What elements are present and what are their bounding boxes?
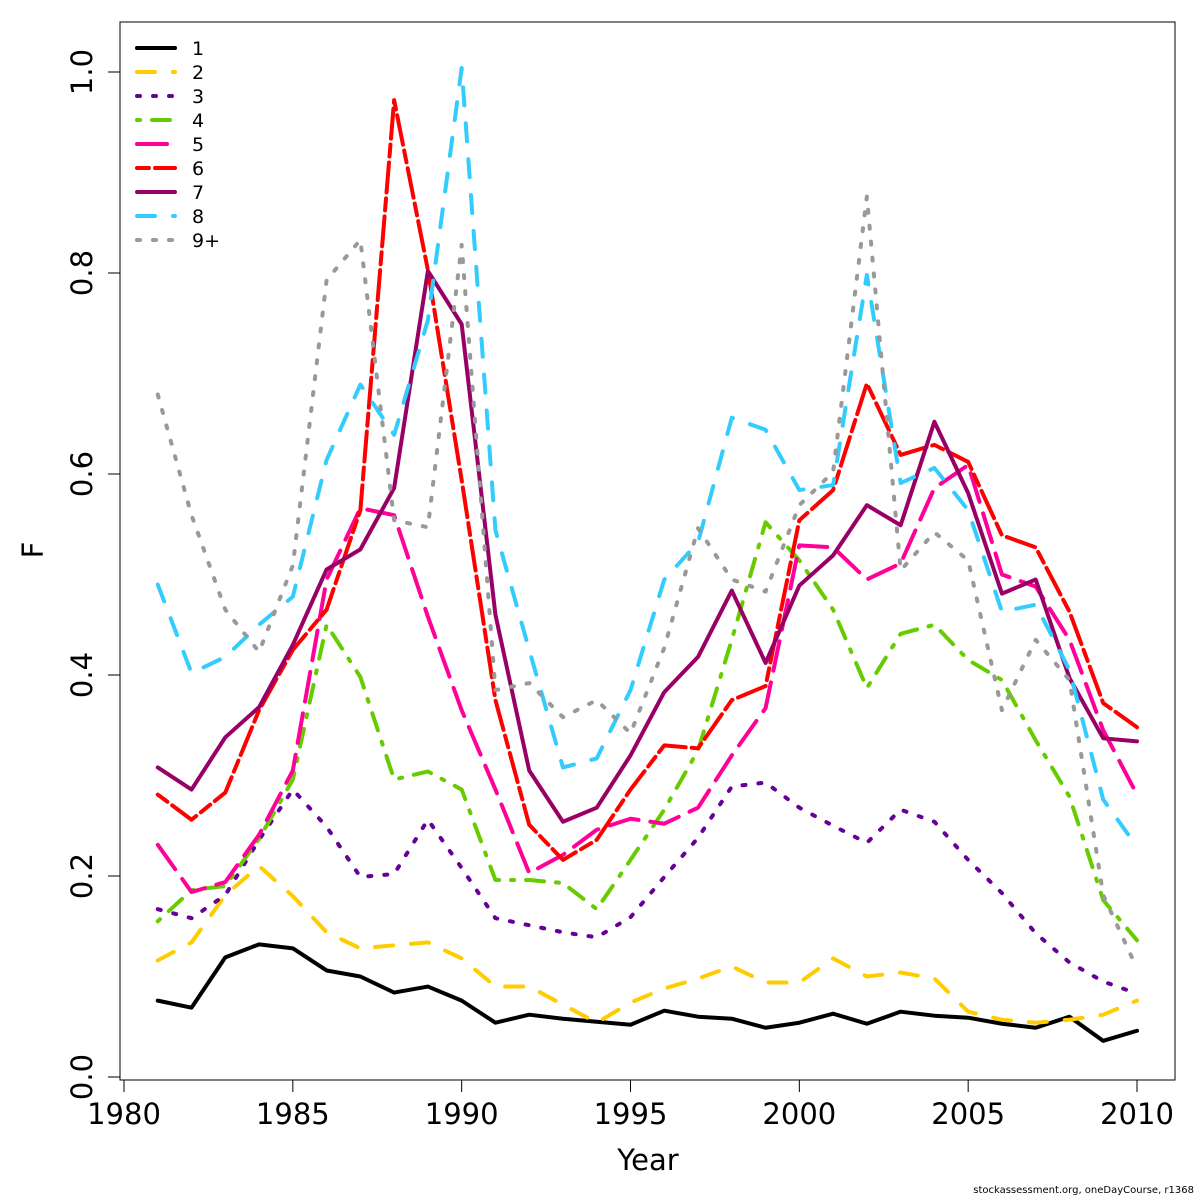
series-line-2: [155, 863, 1139, 1025]
y-tick-label: 0.0: [65, 1054, 99, 1100]
footer-credit: stockassessment.org, oneDayCourse, r1368: [973, 1185, 1194, 1196]
y-tick-label: 0.2: [65, 853, 99, 899]
series-line-6: [155, 98, 1139, 862]
x-tick-label: 1995: [594, 1097, 668, 1131]
series-line-7: [155, 268, 1139, 824]
y-axis-label: F: [16, 542, 50, 559]
x-tick-label: 1990: [425, 1097, 499, 1131]
y-tick-label: 0.4: [65, 652, 99, 698]
x-tick-label: 1980: [87, 1097, 161, 1131]
y-tick-label: 0.6: [65, 451, 99, 497]
y-tick-label: 0.8: [65, 250, 99, 296]
series-line-8: [155, 65, 1139, 849]
x-tick-label: 1985: [256, 1097, 330, 1131]
series-line-3: [155, 780, 1139, 996]
series-line-5: [155, 462, 1139, 895]
series-line-4: [155, 520, 1139, 943]
legend-label: 5: [192, 134, 204, 156]
x-tick-label: 2005: [931, 1097, 1005, 1131]
x-axis-label: Year: [616, 1143, 678, 1177]
x-tick-label: 2010: [1100, 1097, 1174, 1131]
plot-frame: [119, 21, 1176, 1081]
legend-label: 3: [192, 86, 204, 108]
y-tick-label: 1.0: [65, 49, 99, 95]
legend-label: 7: [192, 182, 204, 204]
legend-label: 2: [192, 62, 204, 84]
legend-label: 8: [192, 206, 204, 228]
legend-label: 1: [192, 38, 204, 60]
legend-label: 9+: [192, 230, 220, 252]
x-tick-label: 2000: [762, 1097, 836, 1131]
series-line-1: [155, 942, 1139, 1043]
series-line-9+: [155, 194, 1139, 971]
legend-label: 4: [192, 110, 204, 132]
legend-label: 6: [192, 158, 204, 180]
